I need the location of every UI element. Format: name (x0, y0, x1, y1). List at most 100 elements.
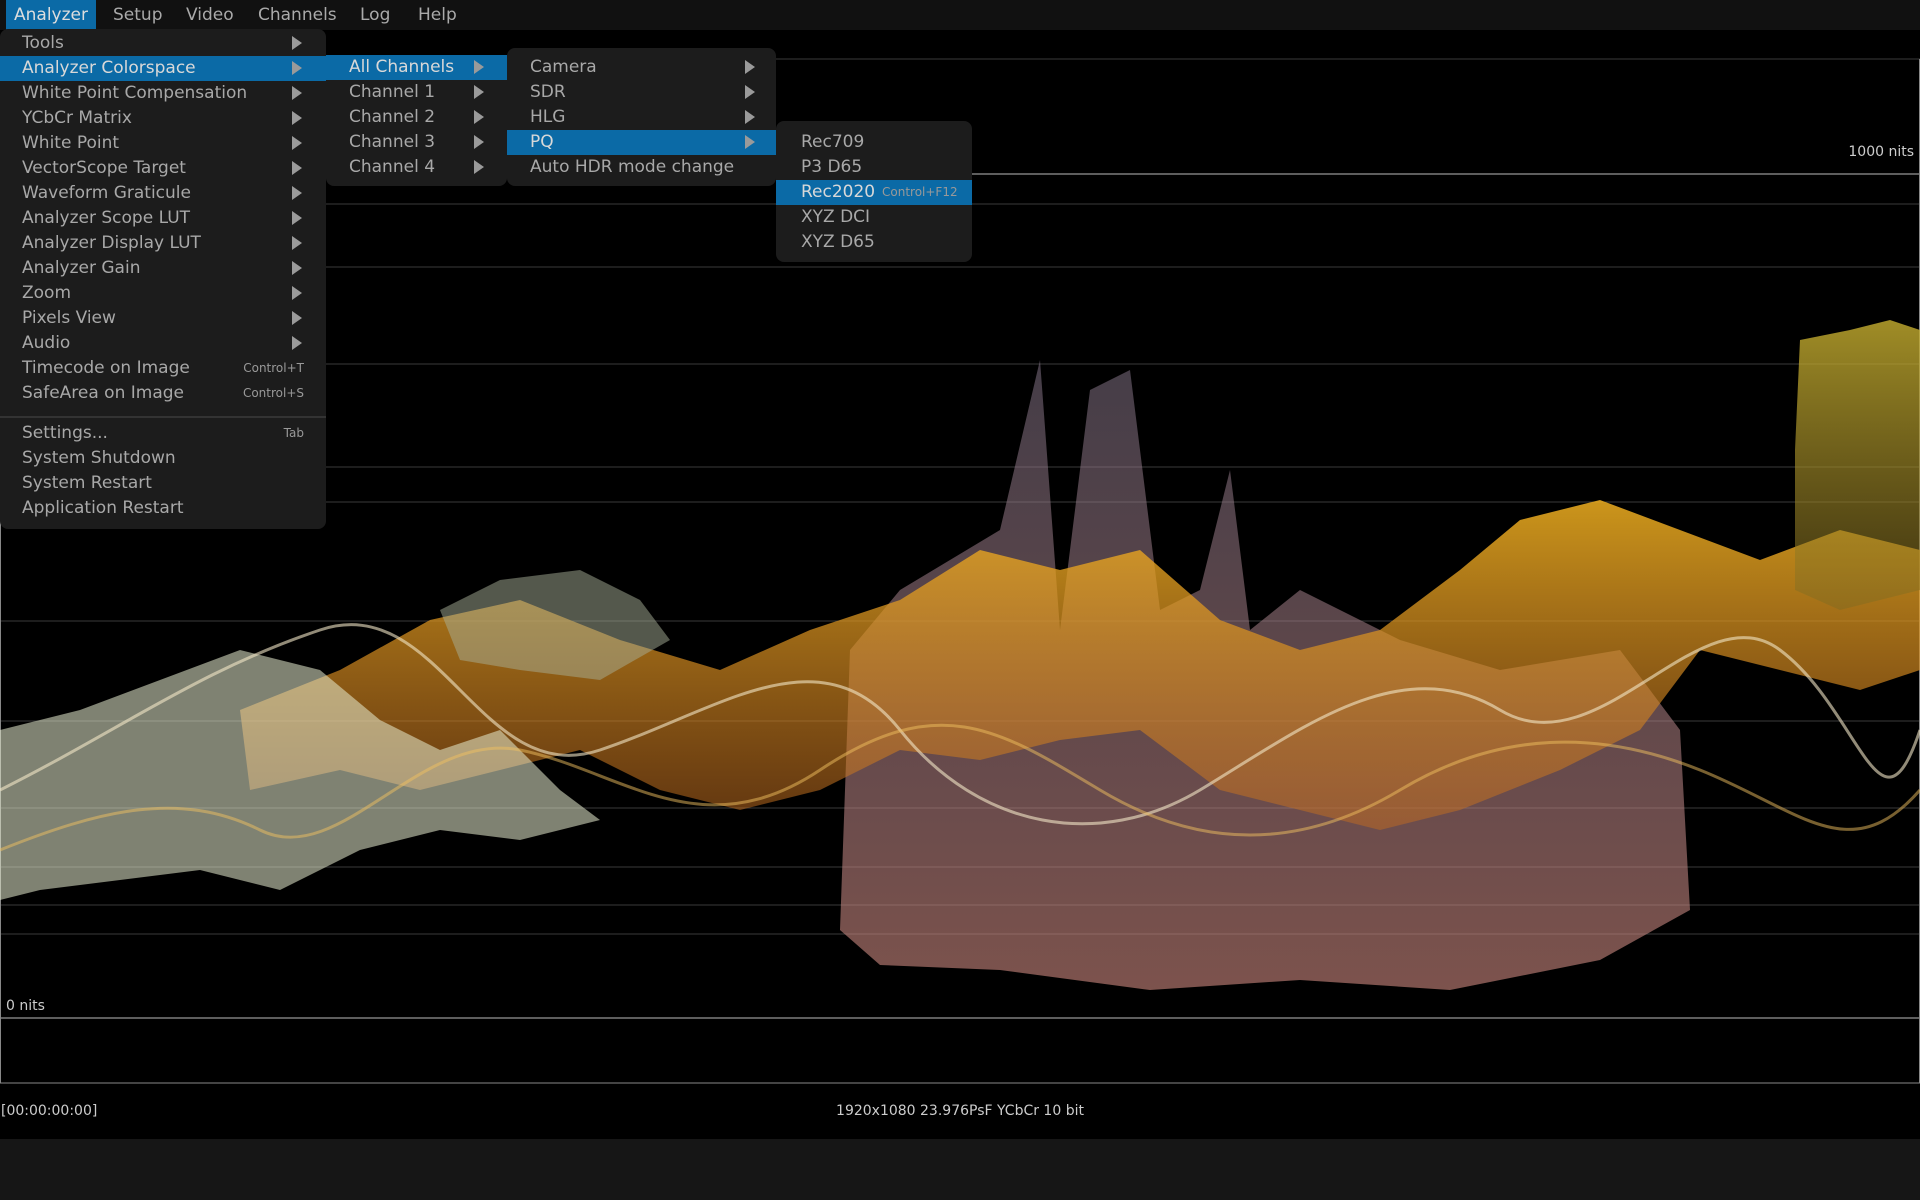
menu-item[interactable]: Tools (0, 31, 326, 56)
menu-item[interactable]: Zoom (0, 281, 326, 306)
menu-item-label: Tools (22, 32, 64, 53)
submenu-arrow (474, 84, 484, 99)
submenu-arrow (292, 185, 302, 200)
menu-item-label: Zoom (22, 282, 72, 303)
menu-bar-item[interactable]: Help (418, 5, 457, 25)
submenu-arrow (292, 35, 302, 50)
submenu-arrow (292, 235, 302, 250)
menu-item[interactable]: Camera (507, 55, 776, 80)
shortcut: Control+F12 (882, 184, 958, 199)
menu-item[interactable]: Analyzer Colorspace (0, 55, 326, 81)
menu-item[interactable]: PQ (507, 129, 776, 155)
menu-item[interactable]: Rec2020 Control+F12 (776, 179, 972, 205)
shortcut: Control+S (242, 386, 304, 401)
menu-item[interactable]: Application Restart (0, 496, 326, 521)
menu-item-label: Camera (530, 56, 597, 77)
menu-item-label: YCbCr Matrix (22, 107, 132, 128)
menu-item[interactable]: System Restart (0, 471, 326, 496)
menu-item-label: Analyzer Scope LUT (22, 207, 191, 228)
menu-item-label: Rec709 (801, 131, 865, 152)
menu-item[interactable]: System Shutdown (0, 446, 326, 471)
status-bar: [00:00:00:00] 1920x1080 23.976PsF YCbCr … (0, 1084, 1920, 1139)
menu-item[interactable]: Timecode on Image Control+T (0, 356, 326, 381)
menu-bar-item[interactable]: Analyzer (6, 0, 96, 30)
menu-item-label: VectorScope Target (22, 157, 186, 178)
menu-item[interactable]: HLG (507, 105, 776, 130)
menu-item[interactable]: Channel 1 (326, 80, 507, 105)
menu-panel: Tools Analyzer Colorspace White Point Comp… (0, 29, 326, 529)
menu-item[interactable]: All Channels (326, 54, 507, 80)
menu-item[interactable]: Settings... Tab (0, 421, 326, 446)
format-info: 1920x1080 23.976PsF YCbCr 10 bit (836, 1103, 1084, 1119)
menu-item[interactable]: White Point (0, 131, 326, 156)
menu-item-label: Rec2020 (801, 181, 876, 202)
menu-panel: Camera SDR HLG PQ Auto HDR mode change (507, 48, 776, 186)
menu-item[interactable]: SafeArea on Image Control+S (0, 381, 326, 406)
menu-item-label: Channel 2 (349, 106, 436, 127)
menu-panel: Rec709 P3 D65 Rec2020 Control+F12 XYZ DCI XYZ… (776, 121, 972, 262)
scope-bottom-label: 0 nits (6, 998, 45, 1014)
menu-item[interactable]: P3 D65 (776, 155, 972, 180)
submenu-arrow (474, 59, 484, 74)
menu-item-label: XYZ DCI (801, 206, 871, 227)
menu-item[interactable]: Analyzer Gain (0, 256, 326, 281)
menu-bar: Analyzer Setup Video Channels Log Help (0, 0, 1920, 30)
menu-item-label: Analyzer Display LUT (22, 232, 201, 253)
shortcut: Tab (283, 426, 304, 441)
menu-item[interactable]: Channel 4 (326, 155, 507, 180)
menu-item[interactable]: Analyzer Scope LUT (0, 206, 326, 231)
menu-item[interactable]: Channel 3 (326, 130, 507, 155)
menu-item[interactable]: YCbCr Matrix (0, 106, 326, 131)
bottom-bar (0, 1139, 1920, 1200)
submenu-arrow (745, 134, 755, 149)
menu-item[interactable]: Waveform Graticule (0, 181, 326, 206)
menu-item[interactable]: XYZ D65 (776, 230, 972, 255)
submenu-arrow (292, 160, 302, 175)
menu-item-label: Analyzer Gain (22, 257, 141, 278)
menu-item[interactable]: SDR (507, 80, 776, 105)
menu-item-label: XYZ D65 (801, 231, 875, 252)
submenu-arrow (292, 260, 302, 275)
menu-item-label: PQ (530, 131, 554, 152)
menu-item-label: Pixels View (22, 307, 116, 328)
menu-item[interactable]: Pixels View (0, 306, 326, 331)
submenu-arrow (292, 285, 302, 300)
menu-item[interactable]: Audio (0, 331, 326, 356)
menu-item-label: White Point (22, 132, 120, 153)
menu-bar-item[interactable]: Channels (258, 5, 337, 25)
menu-item-label: Channel 4 (349, 156, 436, 177)
menu-item-label: Settings... (22, 423, 108, 444)
waveform (0, 320, 1920, 990)
menu-item-label: SDR (530, 81, 566, 102)
menu-item[interactable]: Analyzer Display LUT (0, 231, 326, 256)
menu-bar-item[interactable]: Setup (113, 5, 163, 25)
submenu-arrow (292, 135, 302, 150)
menu-item-label: White Point Compensation (22, 82, 248, 103)
menu-item-label: System Shutdown (22, 448, 176, 469)
submenu-arrow (745, 109, 755, 124)
menu-item[interactable]: Rec709 (776, 130, 972, 155)
menu-item-label: P3 D65 (801, 156, 863, 177)
submenu-arrow (292, 335, 302, 350)
submenu-arrow (474, 109, 484, 124)
menu-item[interactable]: VectorScope Target (0, 156, 326, 181)
submenu-arrow (292, 60, 302, 75)
menu-item-label: Timecode on Image (22, 358, 190, 379)
menu-item[interactable]: Channel 2 (326, 105, 507, 130)
menu-item-label: All Channels (349, 56, 455, 77)
menu-panel: All Channels Channel 1 Channel 2 Channel 3 C… (326, 54, 507, 186)
submenu-arrow (745, 84, 755, 99)
menu-item[interactable]: XYZ DCI (776, 205, 972, 230)
menu-item-label: Channel 1 (349, 81, 436, 102)
menu-bar-item[interactable]: Log (360, 5, 391, 25)
menu-item[interactable]: White Point Compensation (0, 81, 326, 106)
scope-top-label: 1000 nits (1848, 144, 1914, 160)
menu-item[interactable]: Auto HDR mode change (507, 155, 776, 180)
timecode: [00:00:00:00] (1, 1103, 98, 1119)
submenu-arrow (474, 159, 484, 174)
menu-bar-item[interactable]: Video (186, 5, 234, 25)
menu-item-label: Application Restart (22, 498, 184, 519)
submenu-arrow (474, 134, 484, 149)
menu-item-label: Channel 3 (349, 131, 436, 152)
